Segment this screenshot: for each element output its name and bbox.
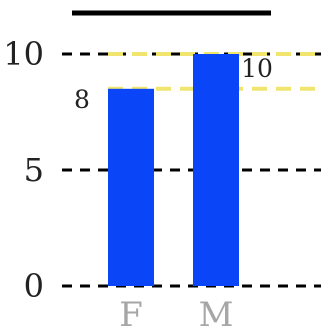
y-tick-label: 5 <box>24 151 44 189</box>
x-tick-label: M <box>199 295 234 327</box>
axis-labels: 0 5 10 F M <box>3 35 233 327</box>
data-labels: 8 10 <box>74 54 273 114</box>
y-tick-label: 10 <box>3 35 44 73</box>
y-tick-label: 0 <box>24 267 44 305</box>
data-label-f: 8 <box>74 85 90 114</box>
x-tick-label: F <box>119 295 143 327</box>
bar-m <box>193 54 239 286</box>
bar-f <box>108 88 154 286</box>
data-label-m: 10 <box>241 54 273 83</box>
bars <box>108 54 239 286</box>
